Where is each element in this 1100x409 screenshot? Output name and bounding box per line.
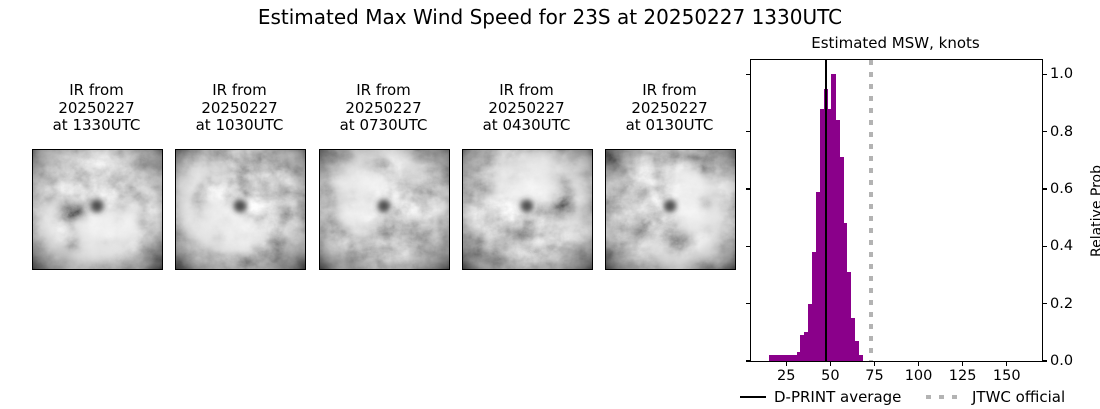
y-tick-mark-left (746, 303, 751, 305)
plot-area: 25 50 75 100 125 150 0.0 0.2 0.4 0.6 0.8 1.0 (746, 59, 1073, 384)
satellite-caption: IR from 20250227 at 1330UTC (32, 81, 161, 135)
y-tick-label: 0.2 (1050, 295, 1074, 312)
dotted-line-swatch-icon (926, 395, 964, 399)
histogram-bar (808, 303, 813, 361)
x-tick-mark (785, 361, 787, 366)
caption-line-source: IR from (69, 81, 124, 99)
x-tick-label: 100 (904, 368, 933, 384)
x-tick-label: 50 (821, 368, 840, 384)
histogram-bar (804, 332, 809, 361)
satellite-panel-0130utc: IR from 20250227 at 0130UTC (605, 81, 736, 270)
chart-title: Estimated MSW, knots (811, 34, 980, 52)
histogram-bar (850, 318, 856, 361)
ir-satellite-image (462, 149, 593, 270)
satellite-caption: IR from 20250227 at 1030UTC (175, 81, 304, 135)
histogram-bar (784, 355, 790, 361)
legend-label-jtwc: JTWC official (972, 388, 1066, 406)
y-axis-label: Relative Prob (1089, 165, 1100, 258)
histogram-bar (854, 340, 860, 361)
y-tick-mark-left (746, 188, 751, 190)
y-tick-mark-left (746, 131, 751, 133)
x-tick-mark (962, 361, 964, 366)
solid-line-swatch-icon (740, 395, 766, 399)
histogram-bar (815, 191, 821, 361)
histogram-bar (812, 252, 817, 361)
x-tick-label: 75 (865, 368, 884, 384)
caption-line-date: 20250227 (631, 98, 708, 117)
caption-line-time: at 1330UTC (52, 116, 141, 134)
caption-line-source: IR from (499, 81, 554, 99)
histogram-bar (800, 335, 805, 361)
y-tick-label: 0.8 (1050, 123, 1074, 140)
caption-line-time: at 0130UTC (625, 116, 714, 134)
x-tick-label: 125 (948, 368, 977, 384)
caption-line-time: at 0730UTC (339, 116, 428, 134)
x-tick-mark (873, 361, 876, 366)
x-tick-mark (1006, 361, 1008, 366)
histogram-bar (769, 355, 774, 361)
y-tick-mark-right (1042, 303, 1047, 305)
histogram-bar (796, 352, 801, 361)
y-tick-mark-right (1042, 245, 1047, 247)
satellite-panel-1330utc: IR from 20250227 at 1330UTC (32, 81, 163, 270)
legend-label-dprint: D-PRINT average (774, 388, 902, 406)
satellite-panel-1030utc: IR from 20250227 at 1030UTC (175, 81, 306, 270)
jtwc-official-line (868, 60, 873, 361)
histogram-bar (858, 355, 863, 361)
caption-line-time: at 1030UTC (195, 116, 284, 134)
caption-line-time: at 0430UTC (482, 116, 571, 134)
y-tick-label: 0.0 (1050, 353, 1074, 369)
y-tick-label: 0.6 (1050, 181, 1074, 197)
x-tick-label: 25 (777, 368, 796, 384)
ir-satellite-image (319, 149, 450, 270)
y-tick-mark-left (746, 360, 751, 362)
dprint-average-line (825, 60, 827, 361)
caption-line-date: 20250227 (345, 98, 422, 117)
y-tick-mark-left (746, 73, 751, 75)
histogram-bar (788, 355, 794, 361)
satellite-caption: IR from 20250227 at 0130UTC (605, 81, 734, 135)
y-tick-mark-right (1042, 131, 1047, 133)
histogram-bar (827, 108, 832, 361)
satellite-panel-0430utc: IR from 20250227 at 0430UTC (462, 81, 593, 270)
histogram-bar (777, 355, 782, 361)
histogram-bar (780, 355, 786, 361)
y-tick-label: 1.0 (1050, 66, 1074, 83)
ir-satellite-image (175, 149, 306, 270)
x-tick-mark (829, 361, 831, 366)
y-tick-mark-right (1042, 73, 1047, 75)
histogram-bar (839, 157, 844, 361)
satellite-caption: IR from 20250227 at 0730UTC (319, 81, 448, 135)
caption-line-source: IR from (212, 81, 267, 99)
histogram-bar (846, 272, 852, 361)
caption-line-date: 20250227 (201, 98, 278, 117)
legend-entry-dprint: D-PRINT average (740, 387, 901, 407)
y-tick-mark-right (1042, 188, 1047, 190)
histogram-bar (831, 74, 836, 361)
histogram-bar (843, 223, 848, 361)
satellite-caption: IR from 20250227 at 0430UTC (462, 81, 591, 135)
figure-title: Estimated Max Wind Speed for 23S at 2025… (257, 5, 843, 29)
ir-satellite-image (605, 149, 736, 270)
y-tick-label: 0.4 (1050, 238, 1074, 255)
y-tick-mark-right (1042, 360, 1047, 362)
legend-entry-jtwc: JTWC official (926, 387, 1065, 407)
histogram-bar (835, 120, 840, 361)
histogram-bar (819, 108, 825, 361)
histogram-bar (792, 355, 797, 361)
y-tick-mark-left (746, 245, 751, 247)
caption-line-source: IR from (356, 81, 411, 99)
x-tick-label: 150 (992, 368, 1021, 384)
satellite-panel-0730utc: IR from 20250227 at 0730UTC (319, 81, 450, 270)
caption-line-date: 20250227 (488, 98, 565, 117)
x-tick-mark (917, 361, 920, 366)
caption-line-source: IR from (642, 81, 697, 99)
histogram-bar (773, 355, 778, 361)
ir-satellite-image (32, 149, 163, 270)
caption-line-date: 20250227 (58, 98, 135, 117)
